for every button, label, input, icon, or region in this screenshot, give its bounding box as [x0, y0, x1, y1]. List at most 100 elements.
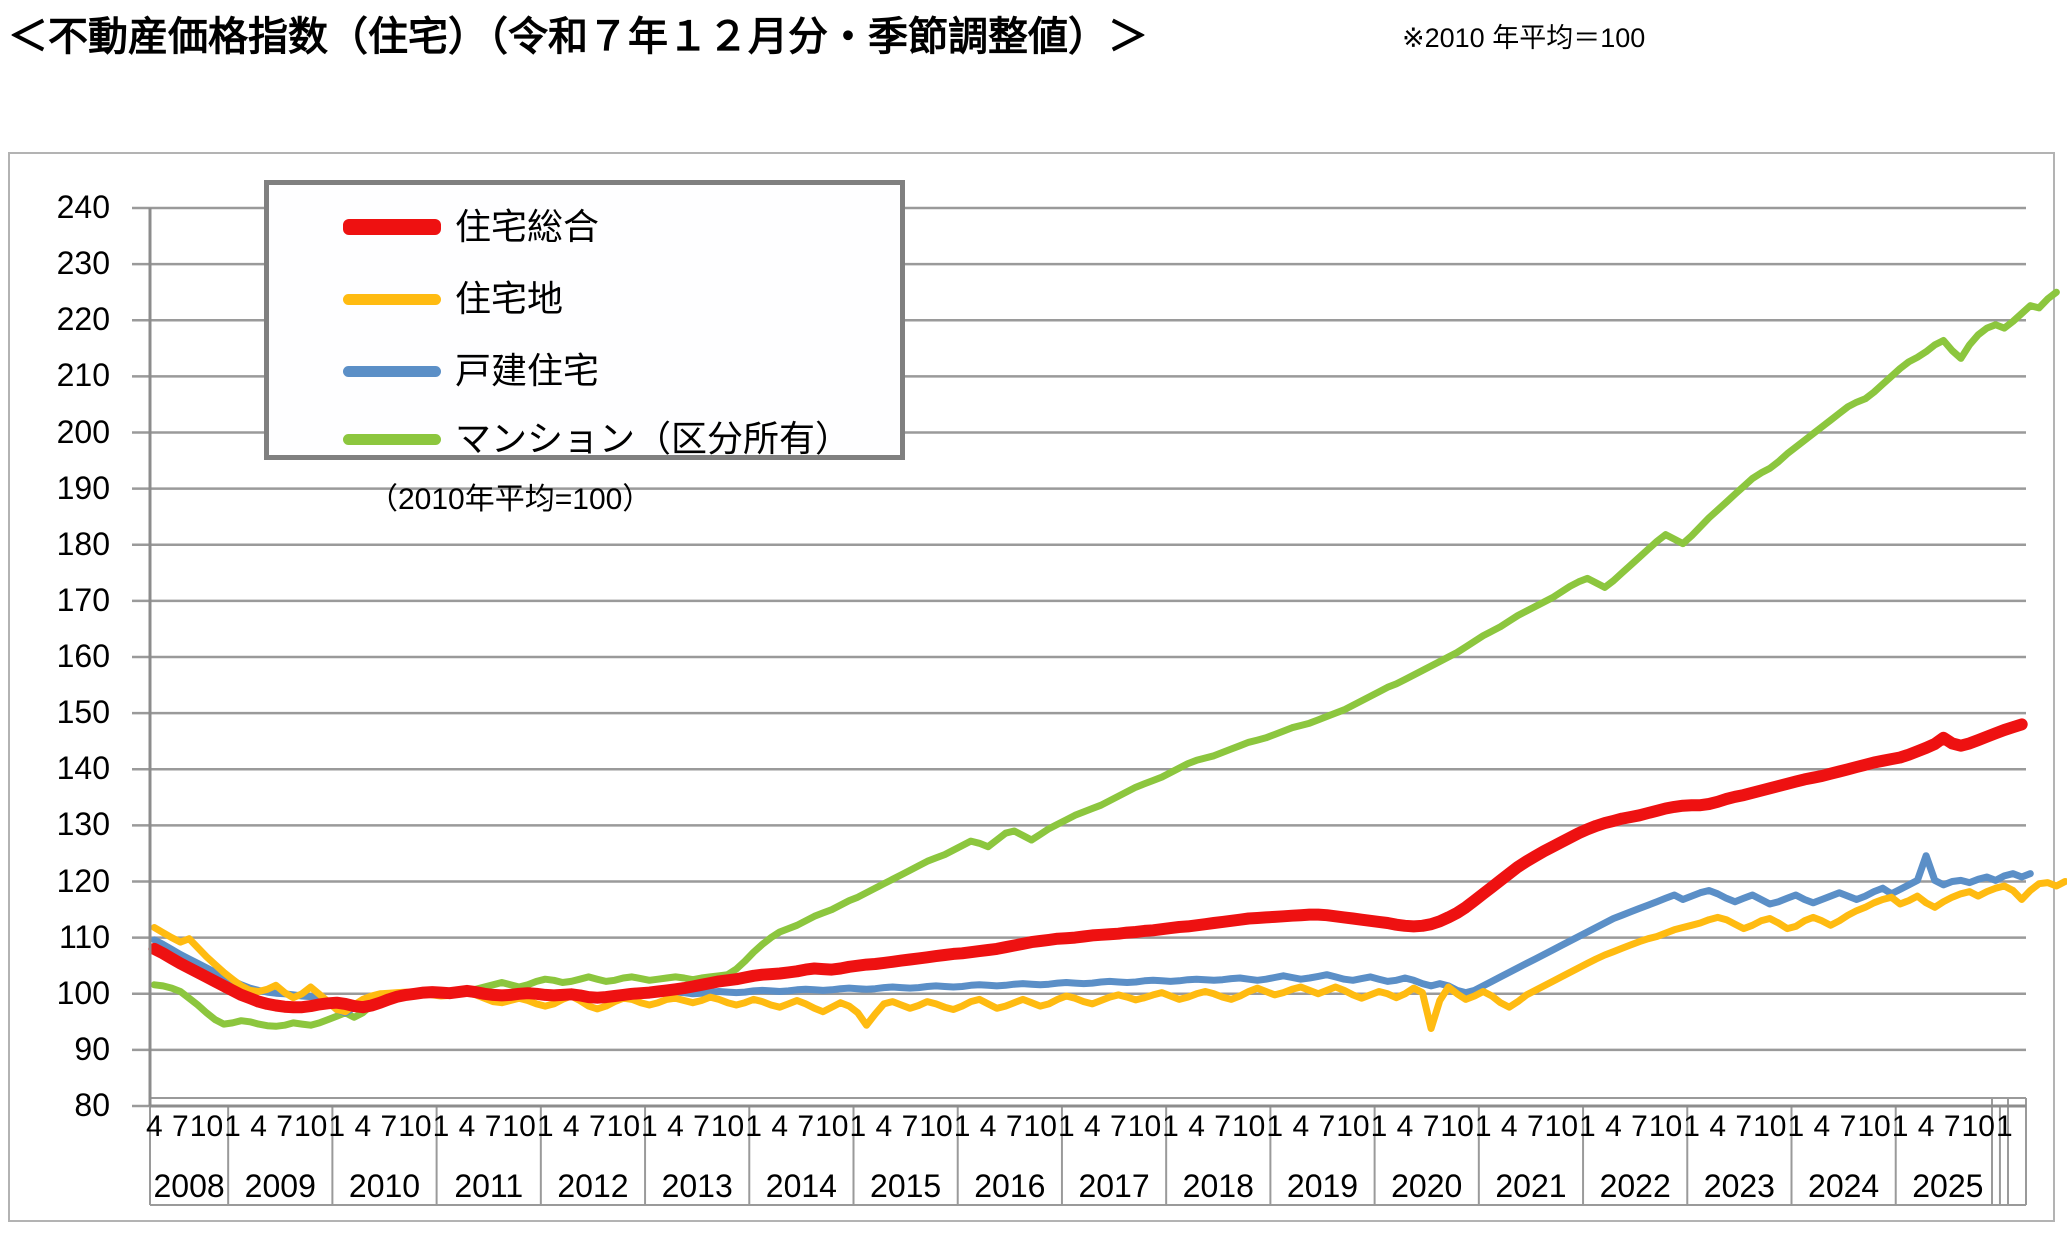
- x-tick-label-month: 1: [1370, 1110, 1388, 1143]
- x-tick-label-month: 7: [1110, 1110, 1127, 1143]
- x-tick-label-month: 4: [1500, 1110, 1518, 1143]
- x-axis-year-label: 2024: [1808, 1168, 1880, 1204]
- x-tick-label-month: 10: [815, 1110, 849, 1143]
- y-tick-label: 150: [56, 694, 110, 731]
- x-tick-label-month: 4: [1188, 1110, 1205, 1143]
- x-tick-label-month: 7: [693, 1110, 710, 1143]
- x-tick-label-month: 4: [1292, 1110, 1310, 1143]
- x-tick-label-month: 10: [1961, 1110, 1995, 1143]
- legend-swatch-line: [343, 365, 441, 377]
- x-tick-label-month: 7: [484, 1110, 502, 1143]
- page-header: ＜不動産価格指数（住宅）（令和７年１２月分・季節調整値）＞ ※2010 年平均＝…: [0, 0, 2067, 70]
- x-axis-year-label: 2012: [557, 1168, 629, 1204]
- legend-item-3[interactable]: マンション（区分所有）: [269, 409, 900, 469]
- x-tick-label-month: 1: [745, 1110, 762, 1143]
- legend-item-label: 住宅地: [455, 278, 564, 319]
- y-tick-label: 240: [56, 189, 110, 225]
- x-tick-label-month: 10: [1023, 1110, 1057, 1143]
- x-tick-label-month: 7: [1318, 1110, 1336, 1143]
- x-tick-label-month: 1: [536, 1110, 554, 1143]
- x-tick-label-month: 4: [562, 1110, 580, 1143]
- y-tick-label: 120: [56, 862, 110, 899]
- page-title: ＜不動産価格指数（住宅）（令和７年１２月分・季節調整値）＞: [8, 15, 1148, 59]
- legend-item-0[interactable]: 住宅総合: [269, 197, 900, 257]
- legend-item-2[interactable]: 戸建住宅: [269, 341, 900, 401]
- x-tick-label-month: 10: [1648, 1110, 1683, 1143]
- x-tick-label-month: 10: [1857, 1110, 1891, 1143]
- x-axis-year-label: 2013: [661, 1168, 733, 1204]
- y-tick-label: 90: [74, 1030, 110, 1067]
- x-tick-label-month: 4: [1917, 1110, 1935, 1143]
- legend-swatch-line: [343, 433, 441, 445]
- y-tick-label: 230: [56, 245, 110, 282]
- y-tick-label: 130: [56, 806, 110, 843]
- x-tick-label-month: 4: [250, 1110, 267, 1143]
- x-tick-label-month: 10: [1440, 1110, 1474, 1143]
- x-tick-label-month: 4: [1709, 1110, 1727, 1143]
- x-axis-year-label: 2017: [1078, 1168, 1150, 1204]
- x-tick-label-month: 1: [953, 1110, 971, 1143]
- base-year-note: ※2010 年平均＝100: [1402, 23, 1646, 53]
- x-tick-label-month: 1: [1162, 1110, 1179, 1143]
- x-axis-year-label: 2019: [1286, 1168, 1359, 1204]
- x-axis-year-label: 2008: [153, 1168, 225, 1204]
- x-tick-label-month: 4: [979, 1110, 997, 1143]
- x-tick-label-month: 1: [1891, 1110, 1909, 1143]
- x-tick-label-month: 7: [172, 1110, 189, 1143]
- x-tick-label-month: 10: [293, 1110, 328, 1143]
- y-tick-label: 200: [56, 413, 110, 450]
- legend-item-label: マンション（区分所有）: [455, 418, 852, 459]
- x-tick-label-month: 10: [1127, 1110, 1162, 1143]
- x-tick-label-month: 1: [1995, 1110, 2013, 1143]
- x-tick-label-month: 10: [398, 1110, 432, 1143]
- x-tick-label-month: 7: [1735, 1110, 1753, 1143]
- x-axis-year-label: 2018: [1182, 1168, 1254, 1204]
- x-tick-label-month: 10: [1753, 1110, 1787, 1143]
- x-tick-label-month: 4: [458, 1110, 476, 1143]
- x-tick-label-month: 7: [380, 1110, 398, 1143]
- x-tick-label-month: 1: [1683, 1110, 1700, 1143]
- x-tick-label-month: 4: [771, 1110, 789, 1143]
- x-tick-label-month: 1: [1057, 1110, 1075, 1143]
- x-tick-label-month: 10: [1231, 1110, 1266, 1143]
- y-tick-label: 210: [56, 357, 110, 394]
- legend-swatch-line: [343, 219, 441, 235]
- x-tick-label-month: 4: [1396, 1110, 1414, 1143]
- legend-item-label: 住宅総合: [455, 206, 600, 247]
- chart-legend: 住宅総合 住宅地 戸建住宅 マンション（区分所有）: [264, 180, 905, 460]
- x-tick-label-month: 1: [641, 1110, 658, 1143]
- legend-swatch-line: [343, 293, 441, 305]
- x-tick-label-month: 10: [606, 1110, 641, 1143]
- x-tick-label-month: 7: [1839, 1110, 1857, 1143]
- x-tick-label-month: 10: [502, 1110, 536, 1143]
- x-axis-year-label: 2014: [765, 1168, 837, 1204]
- x-axis-year-label: 2009: [244, 1168, 316, 1204]
- x-tick-label-month: 4: [1605, 1110, 1622, 1143]
- x-tick-label-month: 7: [1631, 1110, 1648, 1143]
- y-tick-label: 110: [58, 918, 110, 955]
- x-axis-year-label: 2021: [1495, 1168, 1567, 1204]
- x-tick-label-month: 10: [189, 1110, 224, 1143]
- x-tick-label-month: 7: [276, 1110, 293, 1143]
- base-index-annotation: （2010年平均=100）: [368, 483, 653, 516]
- x-tick-label-month: 1: [1474, 1110, 1492, 1143]
- x-axis-year-label: 2020: [1391, 1168, 1463, 1204]
- x-axis-year-label: 2023: [1703, 1168, 1775, 1204]
- x-tick-label-month: 1: [432, 1110, 450, 1143]
- x-axis-year-label: 2010: [348, 1168, 421, 1204]
- x-tick-label-month: 10: [710, 1110, 745, 1143]
- x-tick-label-month: 1: [224, 1110, 241, 1143]
- x-tick-label-month: 1: [1266, 1110, 1284, 1143]
- x-tick-label-month: 4: [875, 1110, 893, 1143]
- y-tick-label: 180: [56, 525, 110, 562]
- x-tick-label-month: 10: [1544, 1110, 1579, 1143]
- legend-item-1[interactable]: 住宅地: [269, 269, 900, 329]
- x-tick-label-month: 10: [919, 1110, 953, 1143]
- x-tick-label-month: 7: [1943, 1110, 1961, 1143]
- y-tick-label: 170: [56, 581, 110, 618]
- x-tick-label-month: 4: [667, 1110, 684, 1143]
- y-tick-label: 100: [56, 974, 110, 1011]
- legend-item-label: 戸建住宅: [455, 350, 600, 391]
- x-tick-label-month: 1: [849, 1110, 867, 1143]
